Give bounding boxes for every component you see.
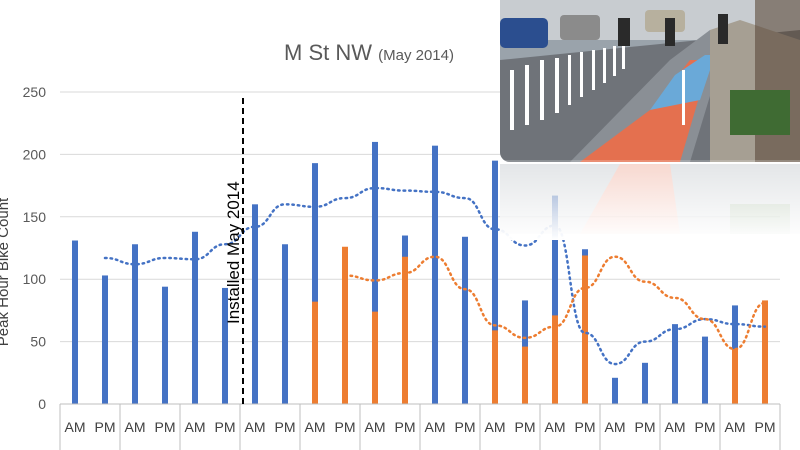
x-tick-label: AM	[245, 419, 266, 435]
x-tick-label: AM	[425, 419, 446, 435]
x-tick-label: AM	[485, 419, 506, 435]
x-tick-label: AM	[605, 419, 626, 435]
bar-series2-11	[402, 256, 408, 404]
bar-series1-10	[372, 141, 378, 405]
trendline-1	[103, 186, 767, 366]
bar-series1-0	[72, 240, 78, 404]
bar-series2-14	[492, 330, 498, 404]
x-tick-label: AM	[185, 419, 206, 435]
x-tick-label: PM	[395, 419, 416, 435]
bar-series2-16	[552, 315, 558, 404]
x-tick-label: PM	[95, 419, 116, 435]
bar-series1-19	[642, 362, 648, 404]
y-tick-label: 50	[30, 334, 46, 350]
bar-series1-20	[672, 324, 678, 404]
y-tick-label: 250	[23, 84, 47, 100]
y-tick-label: 0	[38, 396, 46, 412]
x-tick-label: AM	[125, 419, 146, 435]
x-tick-label: AM	[665, 419, 686, 435]
chart-subtitle: (May 2014)	[378, 47, 454, 64]
chart-title-text: M St NW	[284, 40, 372, 65]
x-tick-label: AM	[545, 419, 566, 435]
bar-series1-4	[192, 231, 198, 404]
bar-series1-2	[132, 244, 138, 404]
bar-series1-6	[252, 204, 258, 404]
bar-series2-9	[342, 246, 348, 404]
bar-series2-17	[582, 255, 588, 404]
x-tick-label: PM	[575, 419, 596, 435]
bar-series1-14	[492, 160, 498, 404]
bar-series1-5	[222, 287, 228, 404]
y-axis-label: Peak Hour Bike Count	[0, 197, 12, 346]
x-axis: AM PM AM PM AM PM AM PM AM PM AM PM AM PM AM PM AM PM AM PM…	[59, 403, 781, 450]
x-tick-label: AM	[725, 419, 746, 435]
x-tick-label: PM	[215, 419, 236, 435]
bar-series1-13	[462, 236, 468, 404]
bar-series	[72, 141, 768, 405]
x-tick-label: PM	[275, 419, 296, 435]
y-tick-label: 100	[23, 271, 47, 287]
trendline-2	[343, 255, 767, 351]
x-tick-label: PM	[515, 419, 536, 435]
y-tick-label: 200	[23, 146, 47, 162]
y-tick-label: 150	[23, 209, 47, 225]
x-tick-label: PM	[755, 419, 776, 435]
trendlines	[103, 186, 767, 366]
bike-lane-photo	[500, 0, 800, 162]
bar-series1-1	[102, 275, 108, 404]
installation-label: Installed May 2014	[224, 181, 243, 324]
x-tick-label: PM	[155, 419, 176, 435]
x-tick-label: AM	[305, 419, 326, 435]
chart-title: M St NW (May 2014)	[284, 40, 454, 66]
x-tick-label: AM	[65, 419, 86, 435]
bar-series2-23	[762, 300, 768, 404]
bar-series1-16	[552, 195, 558, 404]
bar-series1-7	[282, 244, 288, 404]
bar-series2-8	[312, 301, 318, 404]
y-axis-ticks: 0 50 100 150 200 250	[23, 84, 47, 412]
photo-reflection-fade	[500, 160, 800, 240]
x-tick-label: PM	[635, 419, 656, 435]
bar-series1-12	[432, 145, 438, 404]
bar-series1-8	[312, 163, 318, 404]
bar-series2-15	[522, 346, 528, 404]
x-tick-label: PM	[335, 419, 356, 435]
bar-series1-18	[612, 377, 618, 404]
x-tick-label: PM	[695, 419, 716, 435]
bar-series2-10	[372, 311, 378, 404]
x-tick-label: PM	[455, 419, 476, 435]
bar-series1-3	[162, 286, 168, 404]
bar-series1-21	[702, 336, 708, 404]
installation-annotation: Installed May 2014	[224, 98, 244, 404]
bar-series2-22	[732, 349, 738, 404]
x-tick-label: AM	[365, 419, 386, 435]
